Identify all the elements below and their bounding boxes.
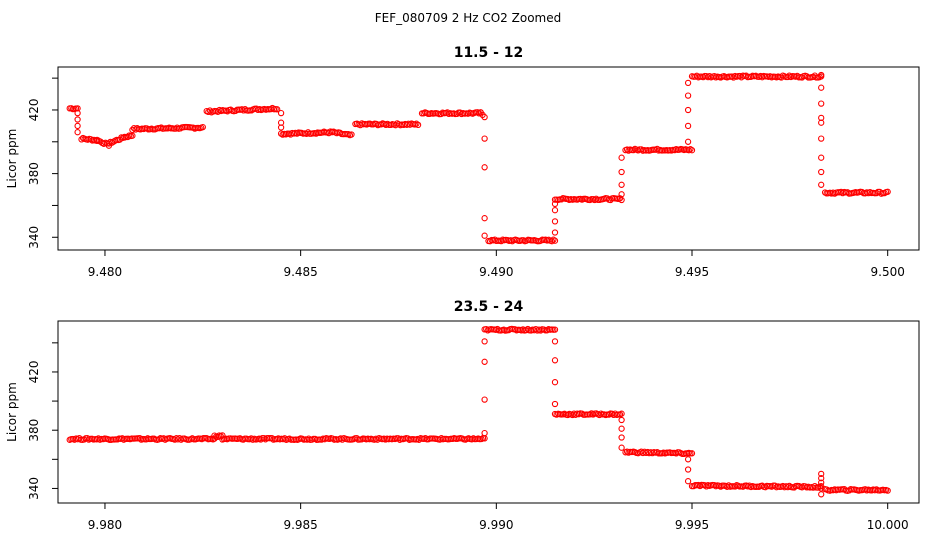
data-point <box>481 429 488 437</box>
data-point <box>481 232 488 239</box>
data-point <box>74 116 81 123</box>
data-point <box>818 491 825 498</box>
data-point <box>274 106 281 113</box>
data-point <box>818 119 825 126</box>
y-axis-label: Licor ppm <box>5 382 19 442</box>
data-point <box>481 135 488 142</box>
y-tick-label: 340 <box>27 477 41 500</box>
data-point <box>481 358 488 365</box>
data-point <box>199 123 206 131</box>
x-tick-label: 9.980 <box>88 518 122 532</box>
x-tick-label: 9.995 <box>675 518 709 532</box>
y-tick-label: 380 <box>27 162 41 185</box>
data-point <box>551 357 559 364</box>
data-point <box>616 195 624 202</box>
data-point <box>548 238 556 245</box>
data-point <box>618 191 625 198</box>
data-point <box>551 326 559 333</box>
data-point <box>618 154 625 161</box>
data-point <box>618 168 625 176</box>
data-point <box>551 338 559 345</box>
data-point <box>277 109 285 117</box>
x-tick-label: 9.485 <box>283 265 317 279</box>
y-tick-label: 420 <box>27 99 41 122</box>
x-tick-label: 9.985 <box>283 518 317 532</box>
data-point <box>684 79 692 87</box>
data-point <box>551 379 559 386</box>
x-tick-label: 9.490 <box>479 265 513 279</box>
data-point <box>414 121 422 129</box>
data-point <box>884 487 891 494</box>
data-point <box>884 188 891 195</box>
data-point <box>688 450 696 457</box>
data-point <box>818 483 825 490</box>
data-point <box>618 410 625 417</box>
y-tick-label: 380 <box>27 419 41 442</box>
y-tick-label: 340 <box>27 226 41 249</box>
data-point <box>129 132 136 139</box>
y-axis-label: Licor ppm <box>5 129 19 189</box>
data-point <box>481 215 488 222</box>
data-point <box>618 425 625 432</box>
data-point <box>551 218 559 225</box>
data-point <box>818 71 825 79</box>
data-points <box>66 71 891 245</box>
data-point <box>818 154 825 161</box>
plot-frame <box>57 320 920 504</box>
data-point <box>818 135 825 142</box>
data-point <box>818 479 825 486</box>
data-point <box>74 129 81 136</box>
data-point <box>277 124 285 131</box>
data-point <box>818 485 825 492</box>
data-point <box>684 122 692 130</box>
data-point <box>551 207 559 214</box>
data-point <box>818 168 825 176</box>
data-point <box>481 164 488 171</box>
data-point <box>684 138 692 145</box>
data-point <box>219 432 226 439</box>
data-point <box>551 229 559 236</box>
data-point <box>551 200 559 208</box>
data-point <box>481 338 488 345</box>
data-point <box>818 181 825 188</box>
data-point <box>818 100 825 107</box>
data-point <box>818 84 825 91</box>
data-point <box>618 444 625 451</box>
data-point <box>551 400 559 408</box>
y-tick-label: 420 <box>27 361 41 384</box>
figure-title: FEF_080709 2 Hz CO2 Zoomed <box>375 11 561 25</box>
data-point <box>684 106 692 114</box>
x-tick-label: 9.495 <box>675 265 709 279</box>
data-point <box>684 456 692 463</box>
data-point <box>618 181 625 188</box>
data-point <box>74 122 81 130</box>
x-tick-label: 9.990 <box>479 518 513 532</box>
x-tick-label: 9.480 <box>88 265 122 279</box>
plot-frame <box>57 66 920 251</box>
data-point <box>684 478 692 485</box>
data-points <box>66 325 891 498</box>
panel-title: 23.5 - 24 <box>454 299 524 315</box>
data-point <box>348 131 355 138</box>
data-point <box>481 396 488 403</box>
x-tick-label: 10.000 <box>867 518 909 532</box>
data-point <box>684 92 692 99</box>
panel-top: 11.5 - 12 9.480 9.485 9.490 9.495 9.500 340 380… <box>5 45 920 279</box>
data-point <box>818 475 825 482</box>
data-point <box>818 470 825 478</box>
data-point <box>481 113 488 121</box>
panel-bottom: 23.5 - 24 9.980 9.985 9.990 9.995 10.000 340 38… <box>5 299 920 532</box>
data-point <box>618 416 625 424</box>
panel-title: 11.5 - 12 <box>454 45 524 61</box>
data-point <box>688 147 696 154</box>
data-point <box>618 434 625 441</box>
data-point <box>551 237 559 244</box>
x-tick-label: 9.500 <box>871 265 905 279</box>
data-point <box>74 109 81 117</box>
data-point <box>684 466 692 473</box>
